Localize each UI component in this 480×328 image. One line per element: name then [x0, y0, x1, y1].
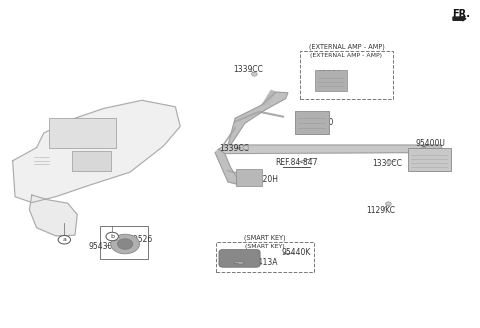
Text: (EXTERNAL AMP - AMP): (EXTERNAL AMP - AMP): [309, 44, 384, 50]
FancyBboxPatch shape: [408, 148, 451, 171]
Circle shape: [113, 236, 120, 241]
Text: REF.84-847: REF.84-847: [275, 158, 318, 167]
Text: b: b: [110, 234, 114, 239]
FancyArrow shape: [453, 16, 466, 21]
Bar: [72, 151, 111, 171]
Text: 95400U: 95400U: [416, 139, 445, 148]
Text: 95300: 95300: [318, 70, 342, 79]
Circle shape: [111, 234, 140, 254]
Polygon shape: [12, 100, 180, 203]
Polygon shape: [218, 145, 428, 154]
Text: 95300: 95300: [309, 118, 334, 127]
Text: 95420H: 95420H: [249, 175, 279, 184]
Circle shape: [385, 202, 391, 206]
Polygon shape: [228, 92, 288, 145]
Circle shape: [243, 146, 249, 150]
Circle shape: [118, 239, 133, 249]
Text: (SMART KEY): (SMART KEY): [244, 235, 286, 241]
Circle shape: [252, 72, 257, 76]
FancyBboxPatch shape: [219, 250, 260, 267]
Bar: [216, 242, 314, 272]
FancyBboxPatch shape: [315, 70, 347, 91]
Text: 1339CC: 1339CC: [372, 159, 402, 168]
Text: 1129KC: 1129KC: [367, 206, 396, 215]
Polygon shape: [29, 195, 77, 236]
Circle shape: [58, 236, 71, 244]
Text: 95430D: 95430D: [88, 242, 119, 251]
Polygon shape: [423, 145, 442, 157]
Bar: [300, 51, 393, 99]
Text: a: a: [62, 237, 66, 242]
FancyBboxPatch shape: [295, 111, 329, 134]
Text: (EXTERNAL AMP - AMP): (EXTERNAL AMP - AMP): [311, 53, 383, 58]
Text: 95413A: 95413A: [248, 258, 278, 267]
Text: (SMART KEY): (SMART KEY): [245, 244, 285, 249]
Circle shape: [106, 232, 119, 241]
Bar: [100, 226, 148, 259]
Polygon shape: [262, 91, 276, 105]
Text: 1339CC: 1339CC: [234, 65, 264, 74]
FancyBboxPatch shape: [236, 169, 262, 186]
Circle shape: [386, 160, 392, 164]
Text: 1339CC: 1339CC: [219, 144, 249, 153]
Ellipse shape: [234, 261, 244, 265]
Polygon shape: [215, 149, 239, 184]
Text: 95440K: 95440K: [282, 248, 311, 257]
Bar: [48, 118, 116, 148]
Text: FR.: FR.: [452, 9, 470, 19]
Text: 69526: 69526: [128, 235, 153, 244]
